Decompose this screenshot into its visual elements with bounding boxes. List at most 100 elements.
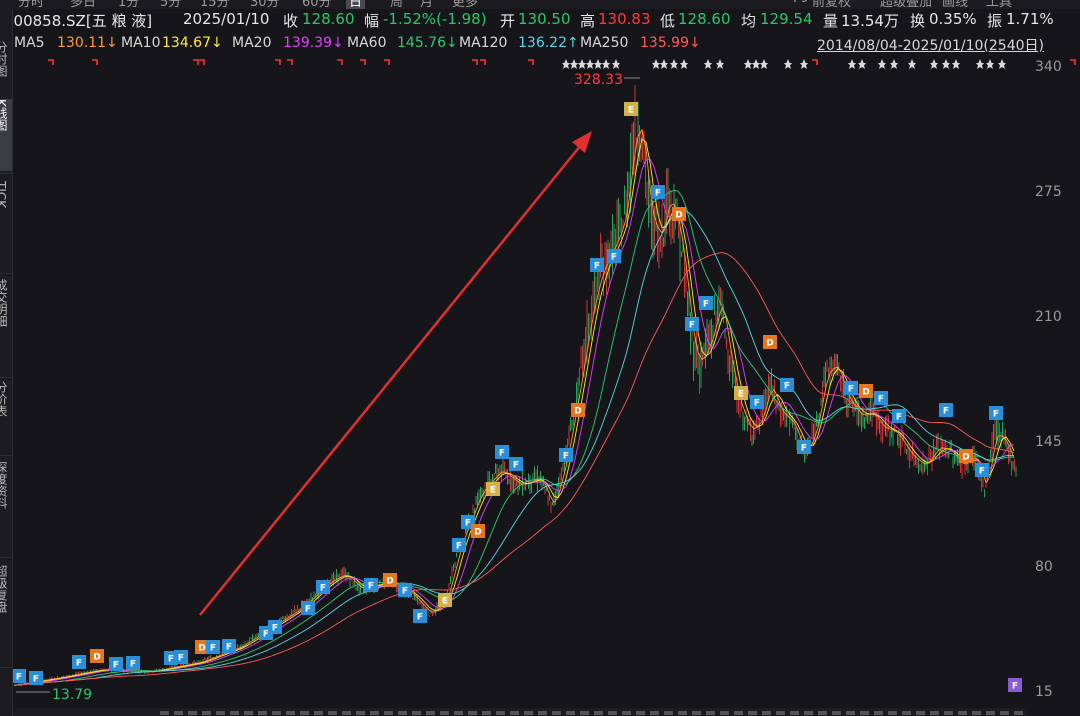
event-marker-box	[571, 403, 585, 417]
event-marker-text: F	[113, 661, 119, 671]
quote-header: 000858.SZ[五 粮 液] 2025/01/10 收 128.60 幅 -…	[0, 9, 1080, 31]
event-marker-text: F	[703, 300, 709, 310]
event-marker-f[interactable]: F	[750, 395, 764, 409]
event-marker-e[interactable]: E	[734, 386, 748, 400]
event-marker-f[interactable]: F	[607, 249, 621, 263]
event-marker-f[interactable]: F	[109, 657, 123, 671]
date-tick	[972, 711, 981, 715]
sidebar-tab-3[interactable]: 成交明细	[0, 279, 8, 327]
event-marker-f[interactable]: F	[29, 671, 43, 685]
date-tick	[538, 711, 547, 715]
event-marker-f[interactable]: F	[989, 406, 1003, 420]
period-0[interactable]: 分时	[18, 0, 45, 9]
period-7[interactable]: 日	[346, 0, 366, 9]
event-marker-box	[126, 656, 140, 670]
event-marker-f[interactable]: F	[844, 381, 858, 395]
event-marker-f[interactable]: F	[126, 656, 140, 670]
event-marker-f[interactable]: F	[301, 601, 315, 615]
event-marker-f[interactable]: F	[939, 403, 953, 417]
event-marker-d[interactable]: D	[672, 207, 686, 221]
toolbar-right-0[interactable]: F9	[793, 0, 809, 6]
event-marker-f[interactable]: F	[364, 578, 378, 592]
low-price-label: 13.79	[52, 687, 92, 703]
event-marker-d[interactable]: D	[763, 335, 777, 349]
signal-flag	[472, 59, 478, 65]
event-marker-f[interactable]: F	[398, 583, 412, 597]
period-8[interactable]: 周	[390, 0, 404, 9]
event-marker-f[interactable]: F	[413, 609, 427, 623]
event-marker-d[interactable]: D	[90, 649, 104, 663]
event-marker-f[interactable]: F	[892, 409, 906, 423]
event-marker-f[interactable]: F	[874, 391, 888, 405]
period-4[interactable]: 15分	[200, 0, 230, 9]
event-marker-f[interactable]: F	[1008, 678, 1022, 692]
event-marker-f[interactable]: F	[590, 258, 604, 272]
ma120-label: MA120	[459, 35, 508, 51]
event-marker-text: F	[130, 660, 136, 670]
event-marker-text: F	[456, 542, 462, 552]
date-axis	[12, 708, 1027, 716]
event-marker-f[interactable]: F	[72, 655, 86, 669]
event-marker-e[interactable]: E	[624, 102, 638, 116]
low-value: 128.60	[678, 10, 731, 28]
event-marker-e[interactable]: E	[438, 593, 452, 607]
date-tick	[608, 711, 617, 715]
event-marker-f[interactable]: F	[780, 378, 794, 392]
stock-code-name[interactable]: 000858.SZ[五 粮 液]	[4, 12, 153, 30]
period-9[interactable]: 月	[420, 0, 434, 9]
period-3[interactable]: 5分	[160, 0, 182, 9]
event-marker-f[interactable]: F	[222, 639, 236, 653]
event-marker-d[interactable]: D	[959, 449, 973, 463]
date-tick	[860, 711, 869, 715]
event-marker-f[interactable]: F	[452, 538, 466, 552]
event-marker-box	[316, 580, 330, 594]
event-marker-f[interactable]: F	[797, 440, 811, 454]
period-5[interactable]: 30分	[250, 0, 280, 9]
event-marker-f[interactable]: F	[685, 317, 699, 331]
period-2[interactable]: 1分	[118, 0, 140, 9]
event-marker-f[interactable]: F	[559, 448, 573, 462]
date-tick	[440, 711, 449, 715]
event-marker-f[interactable]: F	[975, 463, 989, 477]
event-marker-d[interactable]: D	[571, 403, 585, 417]
toolbar-right-3[interactable]: 画线	[942, 0, 969, 9]
event-marker-box	[651, 185, 665, 199]
sidebar-tab-1[interactable]: K线图	[0, 99, 12, 171]
event-marker-f[interactable]: F	[651, 185, 665, 199]
event-marker-f[interactable]: F	[174, 650, 188, 664]
event-marker-d[interactable]: D	[859, 384, 873, 398]
toolbar-right-2[interactable]: 超级叠加	[880, 0, 933, 9]
event-marker-d[interactable]: D	[471, 524, 485, 538]
event-marker-box	[486, 482, 500, 496]
period-6[interactable]: 60分	[302, 0, 332, 9]
event-marker-text: D	[386, 577, 393, 587]
event-marker-f[interactable]: F	[12, 669, 26, 683]
event-marker-box	[195, 640, 209, 654]
ma120-line	[13, 209, 1015, 686]
event-marker-f[interactable]: F	[316, 580, 330, 594]
event-marker-f[interactable]: F	[495, 445, 509, 459]
event-marker-d[interactable]: D	[195, 640, 209, 654]
event-marker-d[interactable]: D	[383, 573, 397, 587]
event-marker-f[interactable]: F	[699, 296, 713, 310]
toolbar-right-1[interactable]: 前复权	[812, 0, 852, 9]
period-10[interactable]: 更多	[452, 0, 479, 9]
sidebar-tab-0[interactable]: 分时图	[0, 41, 8, 77]
date-tick	[888, 711, 897, 715]
sidebar-tab-2[interactable]: TICK	[0, 181, 8, 209]
sidebar-tab-4[interactable]: 分价表	[0, 381, 8, 417]
sidebar-tab-5[interactable]: 深度资料	[0, 461, 8, 509]
avg-label: 均	[741, 12, 757, 30]
event-marker-f[interactable]: F	[268, 620, 282, 634]
period-1[interactable]: 多日	[70, 0, 97, 9]
sidebar-tab-6[interactable]: 超级复盘	[0, 565, 8, 613]
event-marker-f[interactable]: F	[206, 640, 220, 654]
event-marker-e[interactable]: E	[486, 482, 500, 496]
toolbar-right-4[interactable]: 工具	[986, 0, 1013, 9]
event-marker-box	[874, 391, 888, 405]
date-range[interactable]: 2014/08/04-2025/01/10(2540日)	[817, 38, 1044, 54]
event-marker-f[interactable]: F	[509, 457, 523, 471]
signal-star	[562, 59, 570, 69]
